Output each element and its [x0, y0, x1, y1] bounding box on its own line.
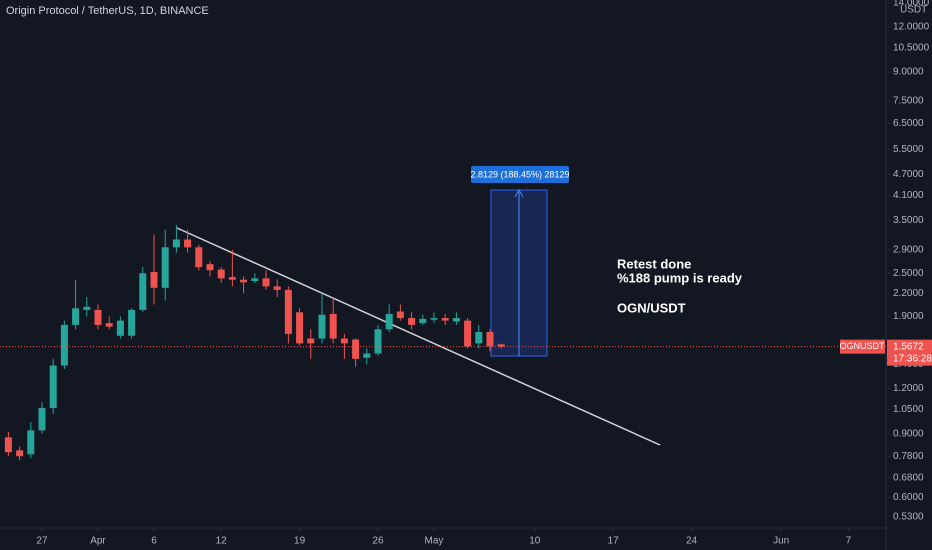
candle-body	[217, 269, 225, 279]
candles	[4, 224, 505, 461]
y-tick-label: 6.5000	[893, 118, 924, 129]
candle-body	[228, 277, 236, 280]
candle-body	[307, 338, 315, 344]
y-tick-label: 7.5000	[893, 95, 924, 106]
candle-body	[408, 318, 416, 325]
candle-body	[105, 323, 113, 327]
candle-body	[396, 311, 404, 319]
candle-body	[139, 273, 147, 310]
candle-body	[116, 320, 124, 336]
x-tick-label: 26	[372, 536, 384, 547]
y-tick-label: 9.0000	[893, 67, 924, 78]
candle-body	[430, 318, 438, 320]
y-tick-label: 0.6000	[893, 492, 924, 503]
measure-label: 2.8129 (188.45%) 28129	[470, 169, 569, 179]
x-tick-label: 24	[686, 536, 698, 547]
x-tick-label: 6	[151, 536, 157, 547]
candle-body	[128, 309, 136, 336]
y-tick-label: 0.6800	[893, 472, 924, 483]
candle-body	[475, 332, 483, 344]
y-tick-label: 1.0500	[893, 404, 924, 415]
candle-body	[374, 329, 382, 354]
trend-line	[176, 227, 661, 446]
candle-body	[150, 272, 158, 288]
candle-body	[206, 264, 214, 271]
measure-label-box	[471, 166, 569, 183]
y-tick-label: 12.0000	[893, 22, 930, 33]
candle-body	[452, 318, 460, 322]
price-tag-box	[887, 339, 932, 366]
candle-body	[4, 437, 12, 453]
candle-body	[16, 450, 24, 457]
candle-body	[72, 308, 80, 325]
x-tick-label: Jun	[773, 536, 789, 547]
measure-arrow-head	[514, 188, 524, 198]
symbol-tag: OGNUSDT	[840, 341, 886, 351]
price-tag: 1.5672	[893, 341, 924, 352]
candle-body	[296, 312, 304, 344]
candle-body	[83, 306, 91, 310]
y-tick-label: 1.9000	[893, 311, 924, 322]
candle-body	[94, 309, 102, 325]
x-tick-label: Apr	[90, 536, 106, 547]
y-tick-label: 4.7000	[893, 169, 924, 180]
candle-body	[172, 239, 180, 248]
symbol-tag-box	[840, 339, 885, 354]
candle-body	[329, 313, 337, 339]
candle-body	[195, 247, 203, 268]
candle-body	[497, 344, 505, 347]
candle-body	[27, 430, 35, 455]
y-tick-label: 5.5000	[893, 144, 924, 155]
candle-body	[419, 318, 427, 324]
y-tick-label: 2.2000	[893, 288, 924, 299]
x-tick-label: May	[425, 536, 444, 547]
annotation: Retest done	[617, 256, 691, 271]
x-tick-label: 27	[36, 536, 48, 547]
candle-body	[318, 314, 326, 339]
y-tick-label: 10.5000	[893, 43, 930, 54]
y-tick-label: 2.5000	[893, 268, 924, 279]
candle-body	[363, 353, 371, 358]
candle-body	[184, 239, 192, 248]
x-tick-label: 12	[216, 536, 228, 547]
y-tick-label: 0.5300	[893, 512, 924, 523]
candle-body	[38, 408, 46, 431]
countdown: 17:36:28	[893, 353, 932, 364]
y-tick-label: 1.2000	[893, 383, 924, 394]
y-tick-label: 0.9000	[893, 428, 924, 439]
candle-body	[262, 278, 270, 287]
candle-body	[240, 279, 248, 283]
candle-body	[284, 289, 292, 334]
y-tick-label: 4.1000	[893, 190, 924, 201]
candle-body	[441, 318, 449, 321]
candle-body	[385, 313, 393, 330]
candle-body	[340, 338, 348, 344]
currency-label: USDT	[900, 5, 927, 16]
x-tick-label: 17	[608, 536, 620, 547]
chart-title: Origin Protocol / TetherUS, 1D, BINANCE	[6, 5, 209, 17]
candle-body	[352, 339, 360, 359]
candle-body	[161, 247, 169, 288]
y-tick-label: 2.9000	[893, 245, 924, 256]
candle-body	[486, 332, 494, 347]
annotation: %188 pump is ready	[617, 270, 743, 285]
x-tick-label: 10	[529, 536, 541, 547]
x-tick-label: 7	[846, 536, 852, 547]
candle-body	[60, 324, 68, 366]
candle-body	[251, 278, 259, 282]
annotation: OGN/USDT	[617, 300, 686, 315]
y-tick-label: 0.7800	[893, 451, 924, 462]
candle-body	[273, 286, 281, 290]
x-tick-label: 19	[294, 536, 306, 547]
candle-body	[49, 365, 57, 409]
y-tick-label: 14.0000	[893, 0, 930, 8]
candle-body	[464, 320, 472, 347]
y-tick-label: 3.5000	[893, 215, 924, 226]
